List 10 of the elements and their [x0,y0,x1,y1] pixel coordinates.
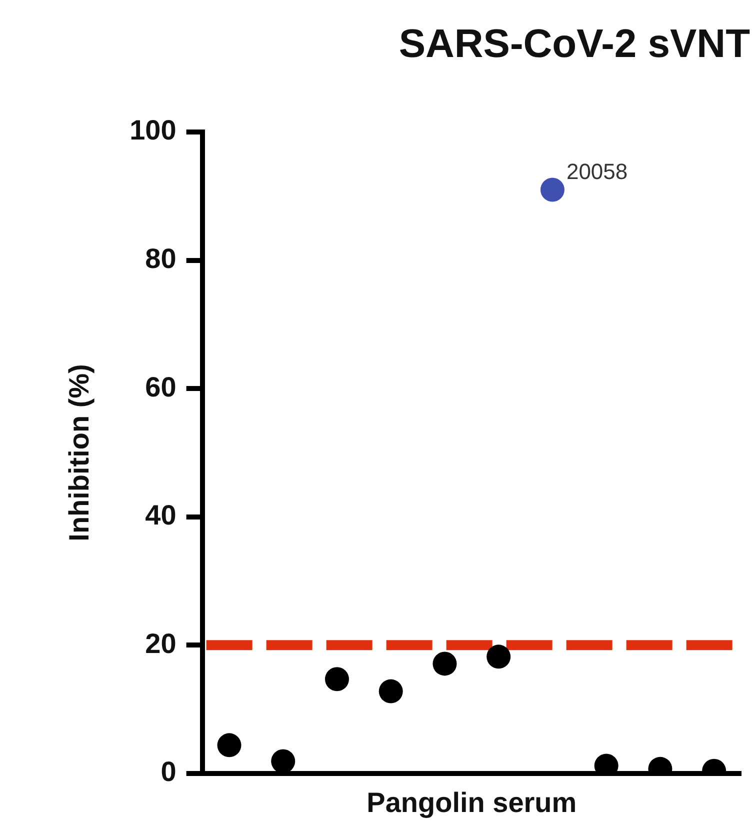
y-tick-label: 60 [145,371,176,402]
chart-title: SARS-CoV-2 sVNT [398,22,750,66]
x-axis-title: Pangolin serum [366,786,577,818]
y-tick-label: 20 [145,628,176,659]
annotation: 20058 [566,158,628,184]
y-tick-label: 80 [145,243,176,274]
y-tick-label: 40 [145,500,176,531]
y-tick-label: 100 [130,114,176,146]
y-tick-label: 0 [160,756,176,788]
y-axis-title: Inhibition (%) [64,364,95,542]
